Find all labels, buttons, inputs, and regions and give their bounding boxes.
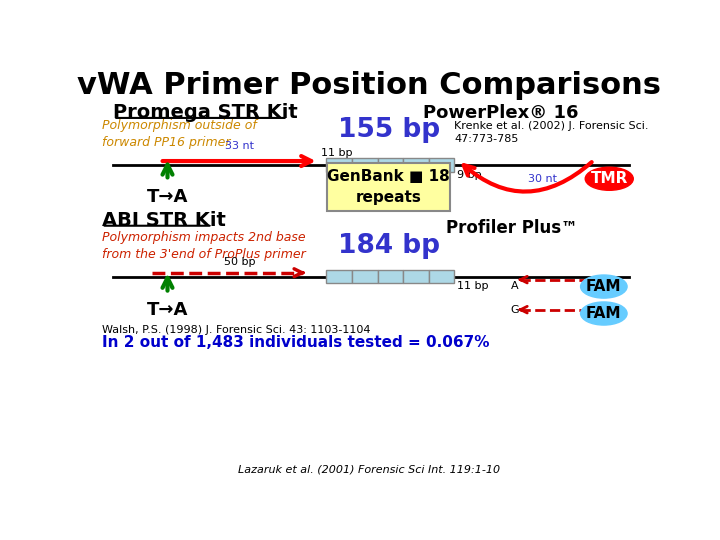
- FancyBboxPatch shape: [327, 164, 451, 211]
- Bar: [403, 269, 428, 284]
- Text: Polymorphism outside of
forward PP16 primer: Polymorphism outside of forward PP16 pri…: [102, 119, 256, 149]
- Text: Promega STR Kit: Promega STR Kit: [113, 103, 298, 122]
- Text: Polymorphism impacts 2nd base
from the 3'end of ProPlus primer: Polymorphism impacts 2nd base from the 3…: [102, 231, 305, 261]
- Ellipse shape: [580, 275, 627, 298]
- Bar: [428, 158, 454, 172]
- Bar: [428, 269, 454, 284]
- Text: 30 nt: 30 nt: [528, 174, 557, 184]
- Text: 11 bp: 11 bp: [457, 281, 489, 291]
- Text: 50 bp: 50 bp: [224, 258, 256, 267]
- Text: Lazaruk et al. (2001) Forensic Sci Int. 119:1-10: Lazaruk et al. (2001) Forensic Sci Int. …: [238, 465, 500, 475]
- Text: FAM: FAM: [586, 279, 621, 294]
- Bar: [377, 158, 403, 172]
- Text: FAM: FAM: [586, 306, 621, 321]
- Text: T→A: T→A: [147, 188, 188, 206]
- Text: GenBank ■ 18
repeats: GenBank ■ 18 repeats: [327, 169, 450, 205]
- Ellipse shape: [585, 167, 634, 190]
- Bar: [326, 269, 352, 284]
- Text: 33 nt: 33 nt: [225, 141, 254, 151]
- Bar: [352, 269, 377, 284]
- Text: T→A: T→A: [147, 301, 188, 319]
- Text: A: A: [510, 281, 518, 291]
- Text: 184 bp: 184 bp: [338, 233, 440, 259]
- Text: In 2 out of 1,483 individuals tested = 0.067%: In 2 out of 1,483 individuals tested = 0…: [102, 335, 489, 350]
- Bar: [403, 158, 428, 172]
- Text: ABI STR Kit: ABI STR Kit: [102, 211, 225, 230]
- Text: Krenke et al. (2002) J. Forensic Sci.
47:773-785: Krenke et al. (2002) J. Forensic Sci. 47…: [454, 121, 649, 144]
- Bar: [377, 269, 403, 284]
- Text: 11 bp: 11 bp: [321, 148, 353, 158]
- Text: PowerPlex® 16: PowerPlex® 16: [423, 104, 579, 122]
- Text: G: G: [510, 305, 519, 315]
- Text: vWA Primer Position Comparisons: vWA Primer Position Comparisons: [77, 71, 661, 100]
- Text: 155 bp: 155 bp: [338, 117, 440, 143]
- Text: Walsh, P.S. (1998) J. Forensic Sci. 43: 1103-1104: Walsh, P.S. (1998) J. Forensic Sci. 43: …: [102, 325, 370, 335]
- Bar: [326, 158, 352, 172]
- Ellipse shape: [580, 302, 627, 325]
- Text: 9 bp: 9 bp: [457, 170, 482, 179]
- Bar: [352, 158, 377, 172]
- Text: TMR: TMR: [590, 171, 628, 186]
- Text: Profiler Plus™: Profiler Plus™: [446, 219, 578, 237]
